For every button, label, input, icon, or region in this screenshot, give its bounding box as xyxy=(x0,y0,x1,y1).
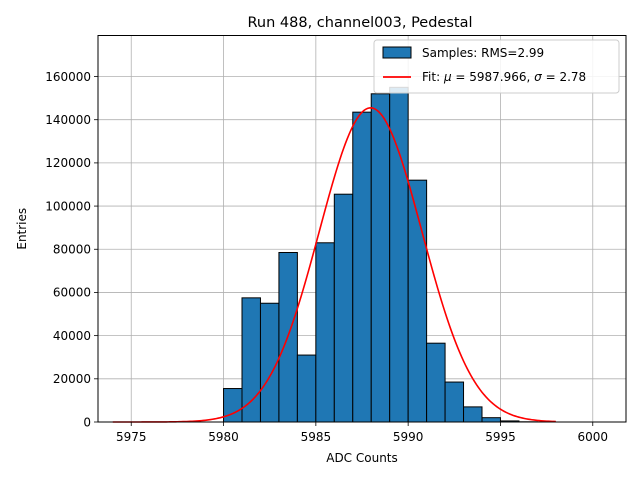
fit-curve xyxy=(112,107,556,423)
chart-title: Run 488, channel003, Pedestal xyxy=(247,15,472,31)
legend-fit-mu-value: = 5987.966, xyxy=(452,70,535,84)
legend-fit-prefix: Fit: xyxy=(422,70,444,84)
histogram-bar xyxy=(333,193,354,423)
y-tick-label: 160000 xyxy=(45,70,91,84)
y-tick-label: 100000 xyxy=(45,199,91,213)
legend-fit-mu-symbol: μ xyxy=(443,70,452,84)
histogram-bar xyxy=(296,354,317,423)
plot-frame xyxy=(97,35,627,423)
x-tick-label: 5995 xyxy=(485,430,516,444)
histogram-bar xyxy=(241,297,261,423)
y-tick-label: 0 xyxy=(83,415,91,429)
x-tick-label: 6000 xyxy=(577,430,608,444)
y-axis-label: Entries xyxy=(15,208,29,250)
y-axis-ticks: 0 20000 40000 60000 80000 100000 120000 140000 1… xyxy=(45,70,98,429)
y-tick-label: 40000 xyxy=(53,329,91,343)
legend-fit-sigma-value: = 2.78 xyxy=(542,70,586,84)
legend: Samples: RMS=2.99 Fit: μ = 5987.966, σ =… xyxy=(373,39,620,94)
histogram-bar xyxy=(352,111,372,423)
x-axis-label: ADC Counts xyxy=(326,451,398,465)
histogram-bar xyxy=(370,93,391,423)
histogram-bar xyxy=(426,342,446,423)
x-tick-label: 5985 xyxy=(301,430,332,444)
legend-fit-sigma-symbol: σ xyxy=(534,70,542,84)
y-tick-label: 140000 xyxy=(45,113,91,127)
histogram-bar xyxy=(481,417,501,423)
y-tick-label: 80000 xyxy=(53,243,91,257)
legend-histogram-label: Samples: RMS=2.99 xyxy=(422,46,544,60)
x-tick-label: 5975 xyxy=(116,430,147,444)
histogram-bar xyxy=(444,381,465,423)
legend-fit-label: Fit: μ = 5987.966, σ = 2.78 xyxy=(422,70,586,84)
histogram-bar xyxy=(223,388,243,423)
histogram-bar xyxy=(389,86,409,423)
x-tick-label: 5990 xyxy=(393,430,424,444)
y-tick-label: 20000 xyxy=(53,372,91,386)
x-axis-ticks: 5975 5980 5985 5990 5995 6000 xyxy=(116,422,608,444)
legend-frame xyxy=(373,39,620,94)
y-tick-label: 60000 xyxy=(53,286,91,300)
y-tick-label: 120000 xyxy=(45,156,91,170)
legend-histogram-swatch xyxy=(382,46,412,59)
histogram-bar xyxy=(315,242,335,423)
histogram-bar xyxy=(463,406,483,423)
fit-curve-group xyxy=(112,107,556,423)
x-tick-label: 5980 xyxy=(208,430,239,444)
